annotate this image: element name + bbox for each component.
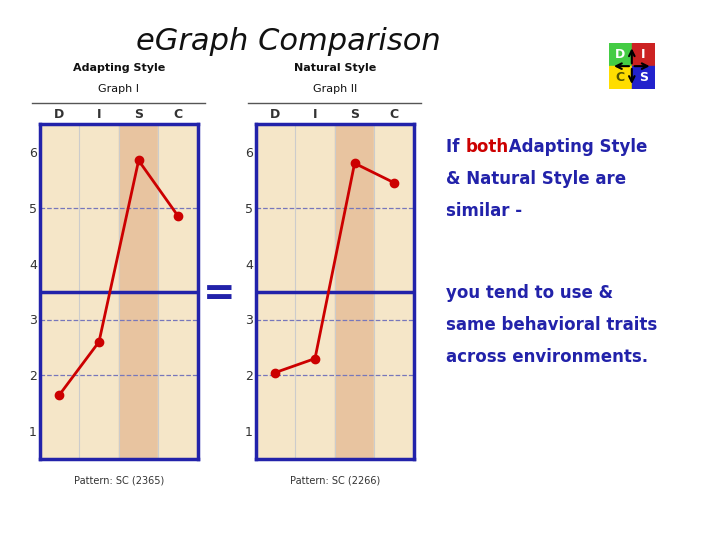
- Bar: [609, 43, 632, 66]
- Bar: [632, 66, 654, 89]
- Text: C: C: [616, 71, 625, 84]
- Text: Pattern: SC (2365): Pattern: SC (2365): [73, 475, 164, 485]
- Text: If: If: [446, 138, 466, 156]
- Bar: [119, 124, 158, 459]
- Text: I: I: [641, 48, 646, 61]
- Text: across environments.: across environments.: [446, 348, 649, 366]
- Text: Pattern: SC (2266): Pattern: SC (2266): [289, 475, 380, 485]
- Bar: [335, 124, 374, 459]
- Text: you tend to use &: you tend to use &: [446, 284, 613, 301]
- Text: S: S: [639, 71, 648, 84]
- Bar: [374, 124, 414, 459]
- Text: eGraph Comparison: eGraph Comparison: [135, 27, 441, 56]
- Text: Adapting Style: Adapting Style: [503, 138, 648, 156]
- Text: Graph II: Graph II: [312, 84, 357, 94]
- Text: Natural Style: Natural Style: [294, 63, 376, 73]
- Bar: [632, 43, 654, 66]
- Text: both: both: [466, 138, 509, 156]
- Text: & Natural Style are: & Natural Style are: [446, 170, 626, 188]
- Bar: [256, 124, 295, 459]
- Text: D: D: [615, 48, 626, 61]
- Bar: [295, 124, 335, 459]
- Text: Adapting Style: Adapting Style: [73, 63, 165, 73]
- Bar: [158, 124, 198, 459]
- Text: same behavioral traits: same behavioral traits: [446, 316, 657, 334]
- Text: similar -: similar -: [446, 202, 523, 220]
- Bar: [40, 124, 79, 459]
- Bar: [609, 66, 632, 89]
- Text: =: =: [203, 275, 236, 313]
- Bar: [79, 124, 119, 459]
- Text: Graph I: Graph I: [99, 84, 139, 94]
